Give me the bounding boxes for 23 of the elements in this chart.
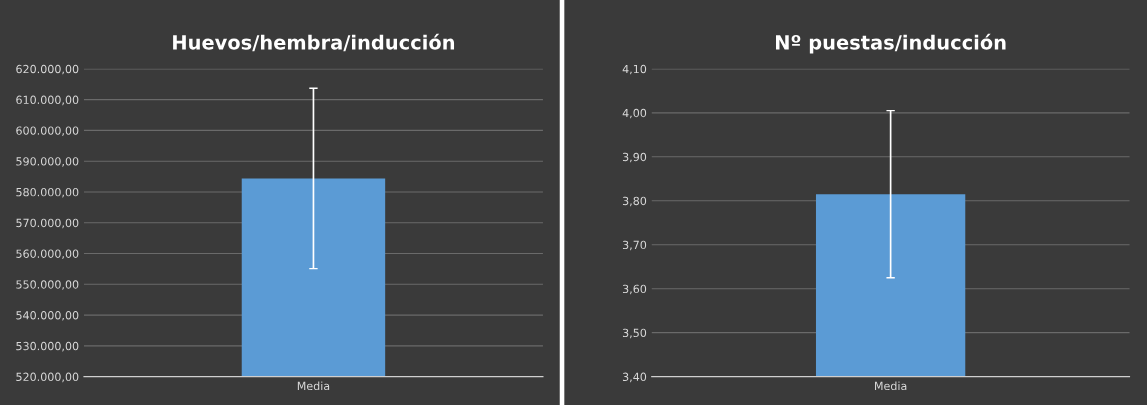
y-tick-label: 590.000,00 xyxy=(16,157,79,167)
y-tick-label: 600.000,00 xyxy=(16,126,79,136)
x-tick-label: Media xyxy=(875,381,907,391)
y-tick-label: 610.000,00 xyxy=(16,95,79,106)
y-tick-label: 520.000,00 xyxy=(16,372,79,383)
y-tick-label: 4,00 xyxy=(622,108,647,119)
y-tick-label: 580.000,00 xyxy=(16,187,79,198)
y-tick-label: 3,40 xyxy=(622,372,647,383)
y-tick-label: 570.000,00 xyxy=(16,218,79,229)
chart-title: Nº puestas/inducción xyxy=(776,33,1006,54)
y-tick-label: 530.000,00 xyxy=(16,341,79,352)
y-tick-label: 550.000,00 xyxy=(16,280,79,290)
y-tick-label: 3,70 xyxy=(622,240,647,251)
y-tick-label: 3,90 xyxy=(622,152,647,163)
y-tick-label: 3,60 xyxy=(622,284,647,295)
y-tick-label: 4,10 xyxy=(622,64,647,75)
y-tick-label: 540.000,00 xyxy=(16,311,79,321)
y-tick-label: 3,80 xyxy=(622,196,647,207)
y-tick-label: 3,50 xyxy=(622,328,647,339)
y-tick-label: 620.000,00 xyxy=(16,64,79,75)
chart-title: Huevos/hembra/inducción xyxy=(173,33,455,52)
x-tick-label: Media xyxy=(297,381,330,391)
y-tick-label: 560.000,00 xyxy=(16,249,79,260)
